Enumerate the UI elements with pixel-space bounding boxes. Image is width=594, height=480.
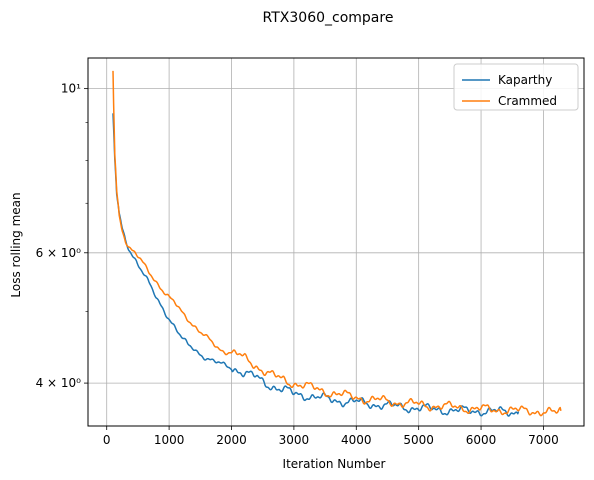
y-tick-label: 4 × 10⁰: [36, 376, 82, 390]
x-tick-label: 0: [103, 433, 111, 447]
y-tick-label: 10¹: [61, 82, 81, 96]
y-axis-title: Loss rolling mean: [9, 192, 23, 297]
legend-label: Kaparthy: [498, 73, 552, 87]
y-tick-label: 6 × 10⁰: [36, 246, 82, 260]
chart-title: RTX3060_compare: [263, 10, 394, 26]
x-tick-label: 3000: [279, 433, 310, 447]
x-tick-label: 1000: [154, 433, 185, 447]
x-axis-title: Iteration Number: [283, 457, 386, 471]
x-tick-label: 5000: [403, 433, 434, 447]
legend: Kaparthy Crammed: [454, 64, 578, 110]
x-tick-label: 4000: [341, 433, 372, 447]
plot-area: [88, 58, 584, 426]
legend-label: Crammed: [498, 94, 557, 108]
x-tick-label: 6000: [466, 433, 497, 447]
x-tick-label: 7000: [528, 433, 559, 447]
x-tick-label: 2000: [216, 433, 247, 447]
